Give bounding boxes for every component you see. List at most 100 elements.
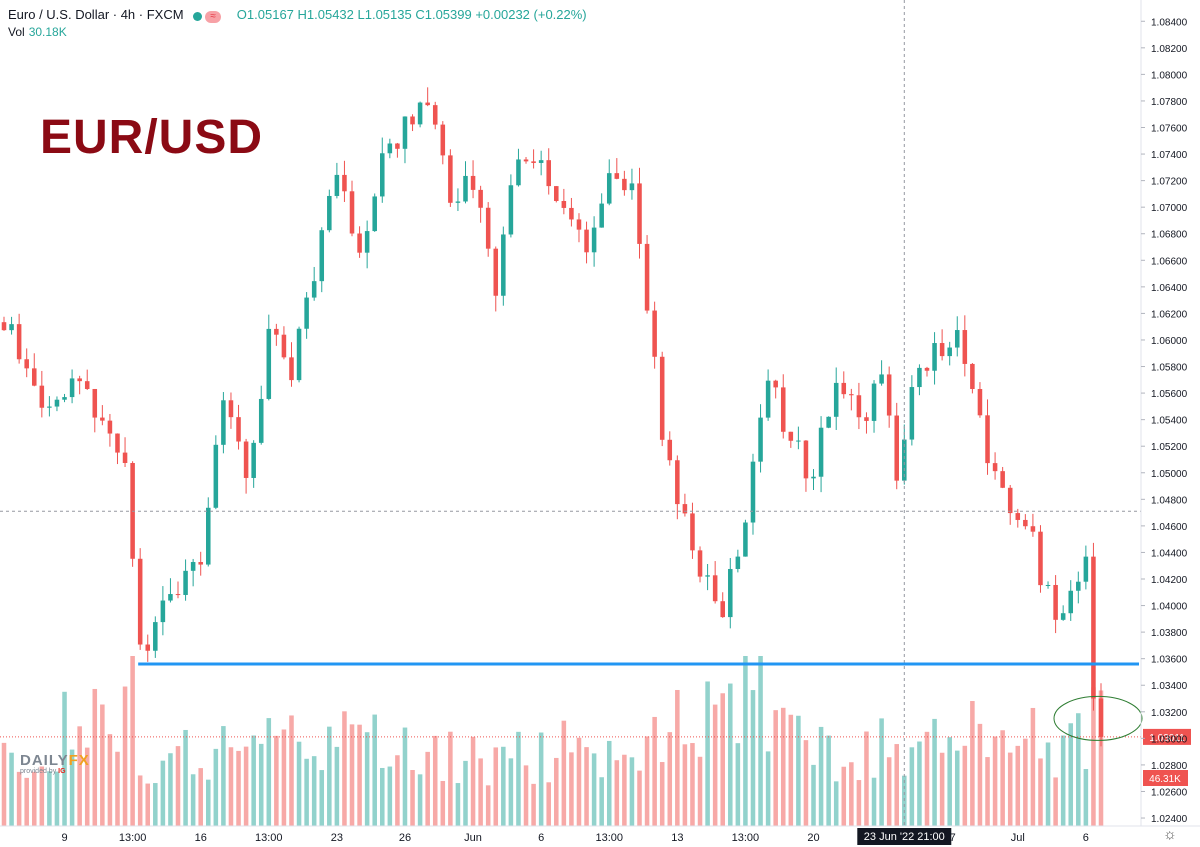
candle-body [183, 570, 188, 595]
volume-legend[interactable]: Vol 30.18K [8, 25, 67, 39]
candle-body [198, 562, 203, 565]
time-tick-label: 13:00 [119, 832, 147, 844]
time-tick-label: 13:00 [595, 832, 623, 844]
volume-bar [690, 743, 695, 826]
candle-body [175, 594, 181, 596]
volume-bar [153, 783, 158, 826]
candle-body [349, 191, 355, 234]
candle-body [1091, 556, 1096, 699]
candle-body [576, 219, 582, 230]
crosshair-time-tag [857, 828, 952, 845]
candle-body [266, 328, 272, 399]
volume-bar [54, 771, 60, 826]
candle-body [425, 102, 430, 106]
candle-body [296, 328, 302, 381]
volume-bar [864, 731, 869, 826]
volume-bar [659, 762, 665, 826]
price-tick-label: 1.06600 [1151, 256, 1188, 267]
price-tick-label: 1.06800 [1151, 230, 1188, 241]
price-axis[interactable]: 1.08400 1.08200 1.08000 1.07800 1.07600 1.074… [1140, 0, 1188, 826]
candle-body [811, 476, 816, 479]
candle-body [69, 378, 75, 398]
candle-body [909, 387, 915, 440]
candle-body [985, 415, 990, 464]
candle-body [289, 357, 294, 381]
price-tick-label: 1.04000 [1151, 602, 1188, 613]
volume-label: Vol [8, 25, 25, 39]
candle-body [440, 124, 446, 156]
volume-bar [743, 656, 748, 826]
candle-body [1007, 487, 1013, 514]
volume-bar [205, 779, 211, 826]
volume-bar [803, 740, 809, 826]
symbol-label[interactable]: Euro / U.S. Dollar · 4h · FXCM [8, 7, 184, 22]
volume-bar [266, 718, 272, 826]
time-axis[interactable]: 9 13:00 16 13:00 23 26 Jun 6 13:00 13 13:00 20 27 Jul… [0, 825, 1200, 844]
gear-icon[interactable]: ☼ [1163, 826, 1177, 843]
volume-bar [546, 782, 551, 826]
volume-bar [629, 757, 635, 826]
last-price-label: 1.03011 [1149, 733, 1185, 744]
volume-bar [849, 762, 854, 826]
volume-bar [357, 724, 362, 826]
candle-body [697, 550, 703, 577]
candle-body [395, 143, 400, 149]
volume-bar [372, 714, 377, 826]
candle-body [629, 183, 635, 191]
candle-body [886, 374, 892, 416]
candle-body [493, 248, 499, 296]
price-tick-label: 1.08400 [1151, 17, 1188, 28]
volume-bar [62, 691, 67, 826]
volume-bar [130, 656, 135, 826]
volume-bar [236, 750, 241, 826]
candle-body [803, 440, 809, 479]
candle-body [606, 173, 612, 204]
volume-bar [410, 770, 415, 826]
volume-bar [712, 704, 718, 826]
time-tick-label: 9 [61, 832, 67, 844]
volume-bar [432, 735, 438, 826]
candle-body [168, 594, 173, 601]
volume-bar [924, 731, 930, 826]
overlay-title: EUR/USD [40, 111, 264, 164]
candle-body [327, 195, 332, 231]
volume-bar [258, 743, 264, 826]
candle-body [962, 330, 968, 364]
volume-bar [84, 747, 90, 826]
candle-body [478, 189, 483, 208]
candle-body [561, 200, 567, 208]
time-tick-label: 6 [538, 832, 544, 844]
highlight-circle[interactable] [1053, 695, 1143, 741]
volume-bar [243, 746, 249, 826]
candle-body [432, 105, 438, 125]
logo-brand-accent: FX [68, 752, 90, 769]
volume-value: 30.18K [28, 25, 67, 39]
candle-body [833, 382, 839, 417]
candle-body [470, 175, 476, 190]
volume-bar [274, 735, 279, 826]
candle-body [205, 507, 211, 565]
candle-body [334, 174, 340, 196]
volume-bar [198, 768, 203, 826]
volume-bar [327, 726, 332, 826]
price-tick-label: 1.04800 [1151, 495, 1188, 506]
candle-body [675, 460, 680, 505]
candle-body [856, 395, 862, 418]
candle-body [31, 368, 37, 386]
symbol-header[interactable]: Euro / U.S. Dollar · 4h · FXCM ≈ O1.0516… [8, 7, 587, 23]
volume-bar [765, 751, 771, 826]
volume-bar [735, 743, 741, 826]
volume-bar [773, 710, 778, 826]
volume-bar [168, 753, 173, 826]
volume-bar [251, 735, 256, 826]
volume-bar [493, 747, 499, 826]
time-tick-label: Jun [464, 832, 482, 844]
volume-bar [561, 720, 567, 826]
candle-body [100, 417, 105, 421]
volume-bar [145, 783, 151, 826]
volume-bar [856, 780, 862, 826]
volume-bar [538, 732, 544, 826]
candle-body [523, 159, 529, 162]
